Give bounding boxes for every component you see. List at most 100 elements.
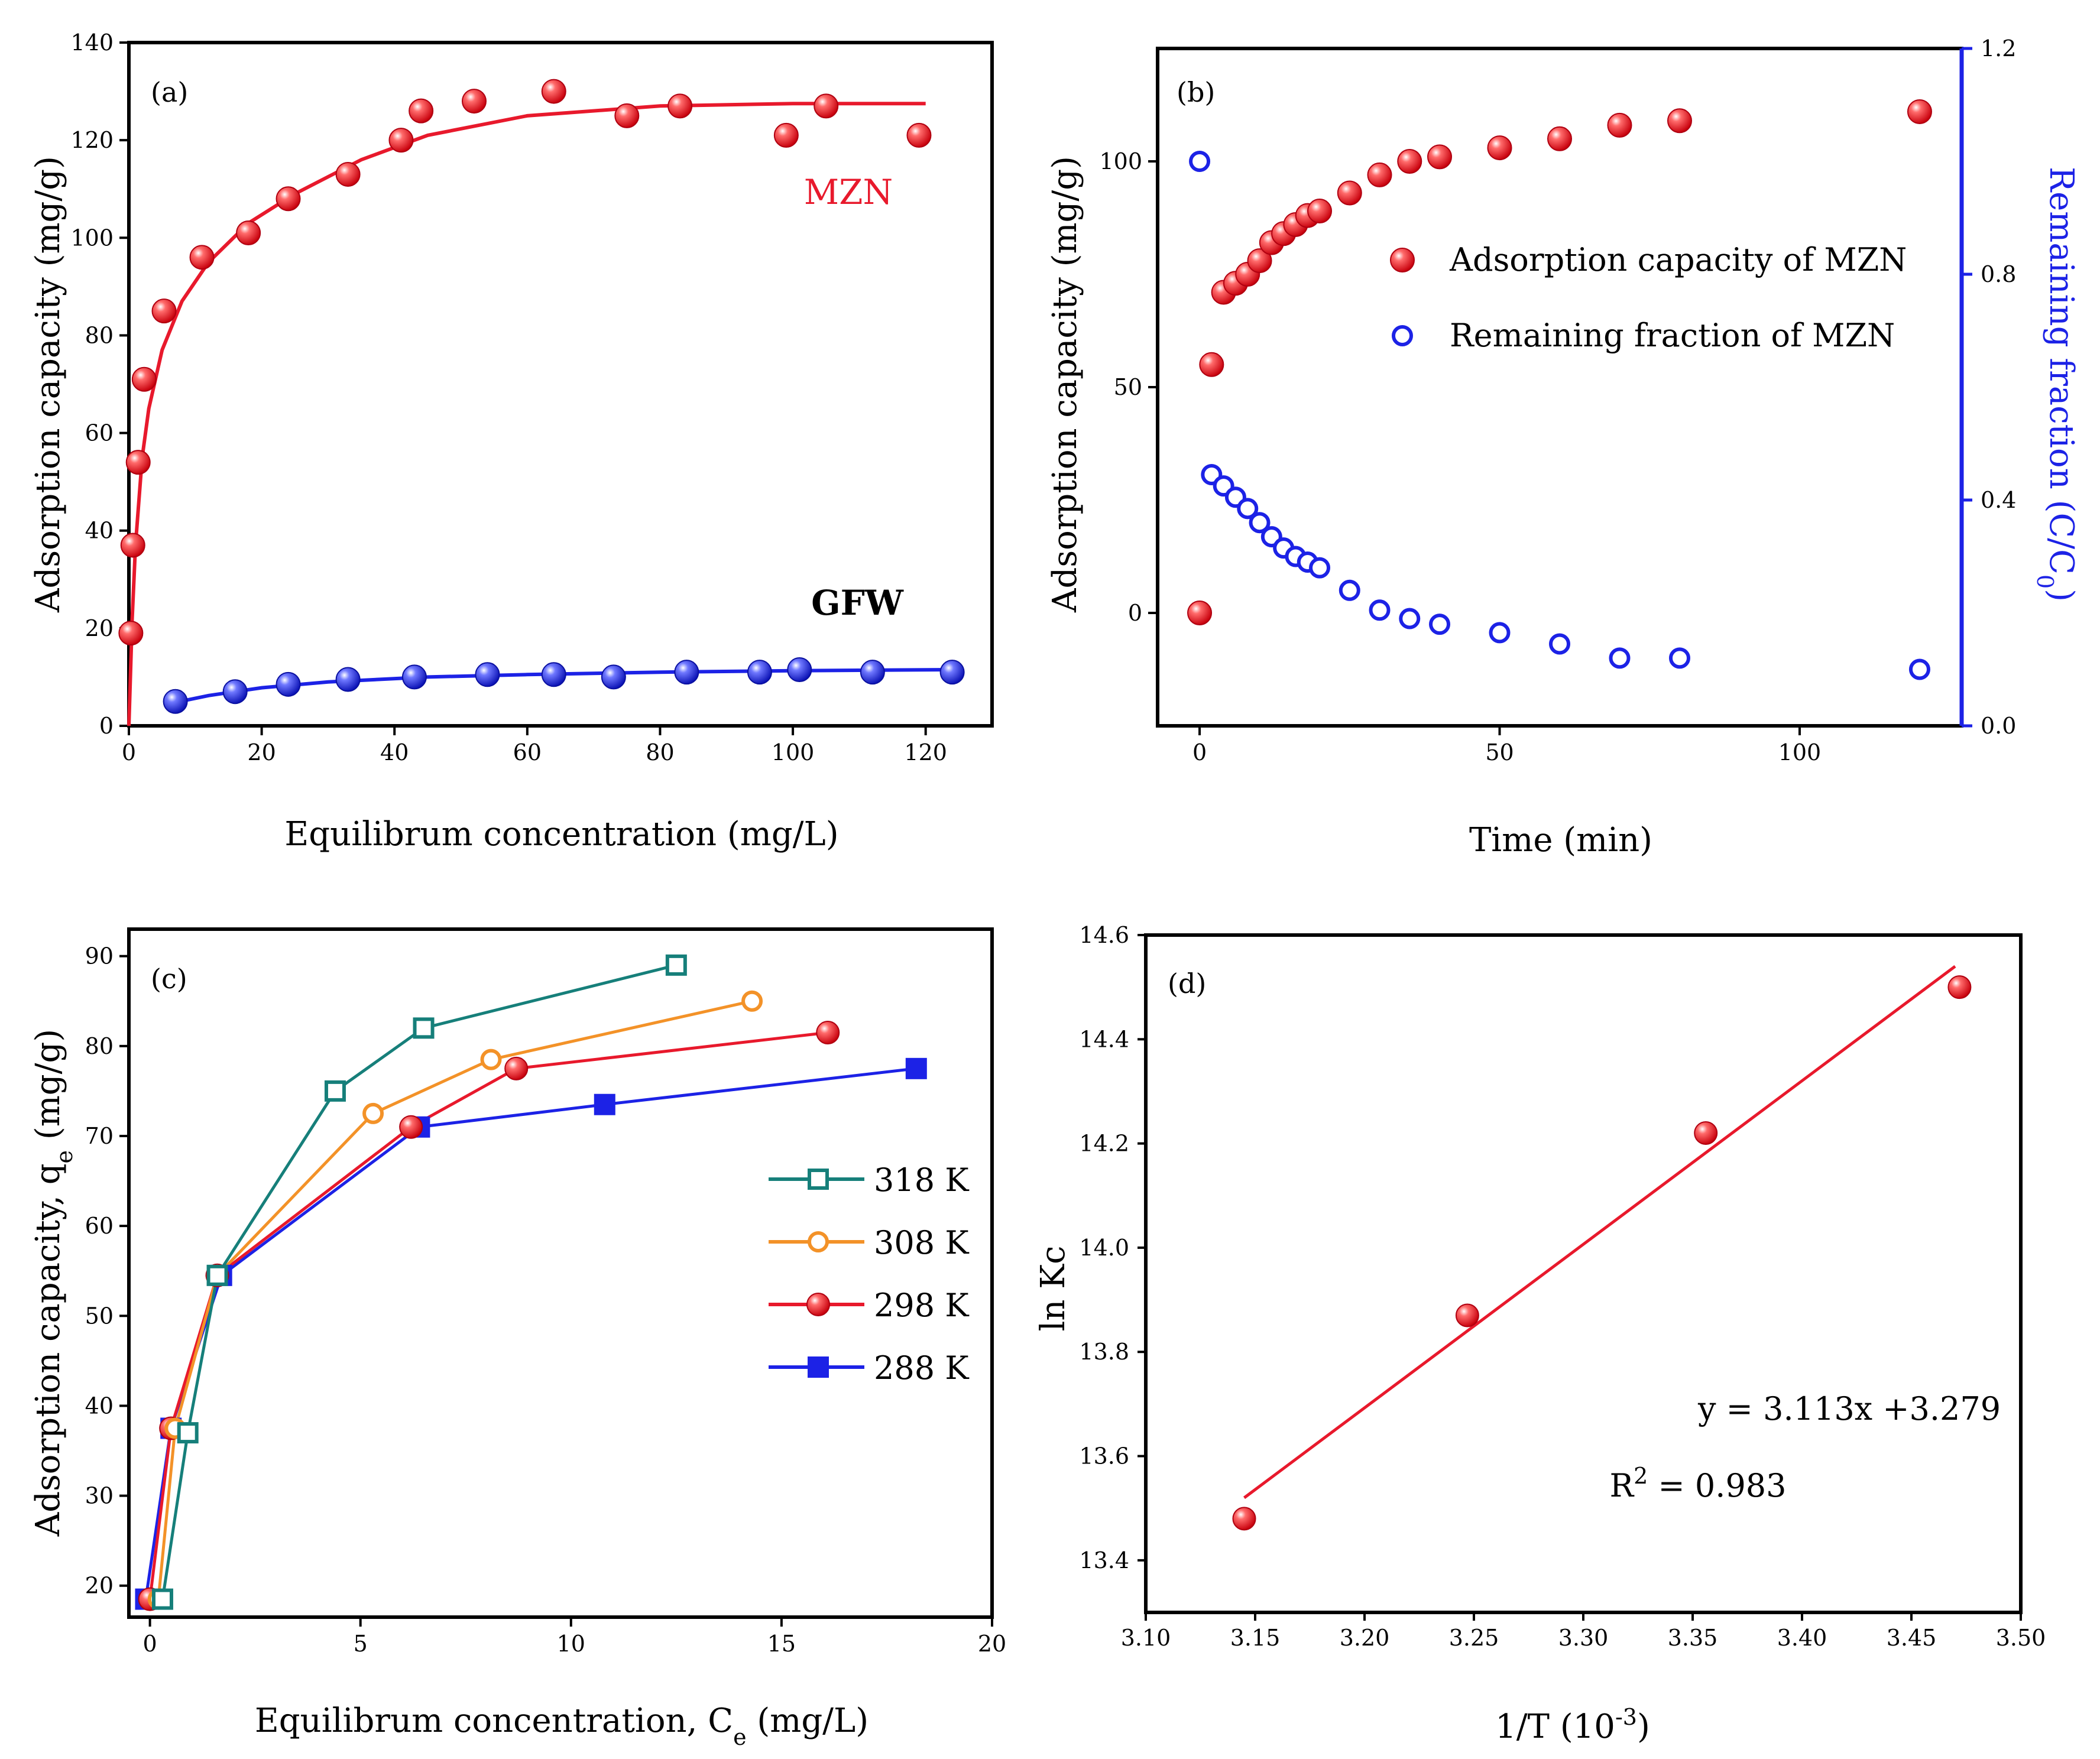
fit-curve-mzn	[127, 102, 926, 726]
y-tick-label: 14.0	[1079, 1235, 1129, 1261]
y-tick-label: 0	[99, 713, 114, 739]
right-axis-title-main: Remaining fraction (C/C	[2042, 167, 2080, 575]
capacity-point	[1667, 108, 1692, 134]
x-tick-label: 3.15	[1230, 1625, 1281, 1651]
legend-label: 318 K	[874, 1161, 970, 1199]
plot-frame	[127, 41, 994, 728]
x-tick-label: 5	[354, 1631, 368, 1657]
data-point-318k	[151, 1588, 173, 1610]
data-point	[1232, 1507, 1256, 1531]
legend-label-capacity: Adsorption capacity of MZN	[1449, 241, 1907, 278]
data-point-mzn	[614, 103, 640, 128]
capacity-point	[1199, 352, 1224, 377]
legend-marker-capacity	[1390, 248, 1415, 272]
data-point-gfw	[163, 689, 188, 714]
data-point-298k	[399, 1115, 423, 1139]
data-point-288k	[905, 1057, 927, 1079]
right-axis-title-sub: 0	[2032, 575, 2058, 589]
y-tick-label: 80	[85, 1033, 114, 1059]
legend-label: 308 K	[874, 1224, 970, 1261]
y-tick-label: 60	[85, 1213, 114, 1239]
remaining-fraction-point	[1668, 647, 1690, 669]
panel-label: (c)	[151, 963, 187, 995]
data-point-mzn	[388, 128, 414, 153]
capacity-point	[1337, 180, 1362, 206]
capacity-point	[1307, 199, 1333, 224]
legend-marker	[808, 1356, 829, 1378]
x-tick-label: 3.35	[1668, 1625, 1718, 1651]
data-point-318k	[206, 1264, 228, 1286]
y-axis-title-end: (mg/g)	[29, 1029, 67, 1150]
data-point	[1455, 1303, 1479, 1328]
x-axis-title-end: )	[1637, 1708, 1650, 1746]
capacity-point	[1547, 126, 1572, 151]
capacity-point	[1607, 112, 1632, 138]
panel-d-van-t-hoff-plot: 3.10 3.15 3.20 3.25 3.30 3.35 3.40 3.45 3.50 13.4…	[1034, 922, 2046, 1746]
y-tick-label: 0	[1128, 600, 1142, 626]
x-tick-label: 3.25	[1449, 1625, 1499, 1651]
data-point-gfw	[401, 664, 427, 690]
legend-marker	[806, 1293, 830, 1316]
x-axis-title: Time (min)	[1469, 821, 1652, 859]
data-point-gfw	[541, 662, 566, 687]
right-tick-label: 1.2	[1981, 35, 2016, 61]
panel-c-temperature-isotherms: 0 5 10 15 20 20 30 40 50 60 70 80 90 Equilibrum conce…	[29, 927, 1006, 1750]
x-axis-title: 1/T (10-3)	[1495, 1704, 1650, 1746]
panel-a-adsorption-isotherm: 0 20 40 60 80 100 120 0 20 40 60 80 100 120 140 Equilib…	[29, 30, 994, 853]
y-tick-label: 30	[85, 1483, 114, 1509]
r-squared-label: R	[1609, 1467, 1634, 1504]
plot-frame	[127, 927, 994, 1619]
x-tick-label: 120	[904, 739, 947, 765]
x-axis-title-main: 1/T (10	[1495, 1708, 1615, 1746]
y-tick-label: 50	[85, 1303, 114, 1329]
y-tick-label: 90	[85, 943, 114, 969]
data-point-318k	[324, 1080, 346, 1102]
x-tick-label: 15	[767, 1631, 796, 1657]
panel-b-kinetics: 0 50 100 0 50 100 0.0 0.4 0.8 1.2 Time (min) Adsorp…	[1046, 35, 2080, 859]
data-point-gfw	[747, 660, 772, 685]
remaining-fraction-point	[1237, 498, 1259, 520]
data-point-318k	[177, 1422, 199, 1444]
capacity-point	[1427, 144, 1453, 170]
data-point-mzn	[189, 245, 215, 270]
y-tick-label: 40	[85, 1393, 114, 1419]
y-axis-title-sub: e	[51, 1150, 77, 1164]
y-axis-title: ln Kc	[1034, 1246, 1072, 1332]
data-point-gfw	[276, 671, 301, 697]
series-line-288k	[144, 1067, 917, 1599]
data-point-gfw	[939, 660, 965, 685]
y-tick-label: 60	[85, 420, 114, 446]
x-tick-label: 3.45	[1887, 1625, 1937, 1651]
capacity-point	[1487, 135, 1512, 161]
series-label-gfw: GFW	[811, 583, 904, 623]
remaining-fraction-point	[1429, 614, 1451, 635]
x-axis-title-sub: e	[733, 1724, 747, 1750]
data-point-mzn	[541, 79, 566, 104]
capacity-point	[1367, 162, 1392, 187]
x-tick-label: 3.40	[1777, 1625, 1827, 1651]
data-point-288k	[594, 1093, 615, 1115]
remaining-fraction-point	[1549, 633, 1570, 655]
y-tick-label: 140	[70, 30, 114, 56]
legend-marker	[808, 1231, 829, 1252]
data-point-gfw	[860, 660, 885, 685]
x-tick-label: 3.10	[1121, 1625, 1171, 1651]
y-tick-label: 70	[85, 1123, 114, 1149]
data-point-gfw	[601, 664, 626, 690]
right-tick-label: 0.8	[1981, 261, 2016, 287]
x-tick-label: 20	[978, 1631, 1006, 1657]
right-tick-label: 0.4	[1981, 487, 2016, 513]
data-point-gfw	[222, 679, 248, 705]
y-tick-label: 14.4	[1079, 1026, 1129, 1052]
data-point-mzn	[814, 93, 839, 119]
x-tick-label: 0	[143, 1631, 157, 1657]
y-tick-label: 20	[85, 615, 114, 641]
regression-equation: y = 3.113x +3.279	[1697, 1390, 2001, 1427]
r-squared: R2 = 0.983	[1609, 1463, 1786, 1504]
remaining-fraction-point	[1309, 557, 1331, 579]
data-point-mzn	[906, 122, 932, 148]
data-point-mzn	[773, 122, 799, 148]
data-point-mzn	[409, 98, 434, 124]
data-point	[1947, 975, 1972, 999]
legend-label-remaining: Remaining fraction of MZN	[1450, 317, 1895, 354]
